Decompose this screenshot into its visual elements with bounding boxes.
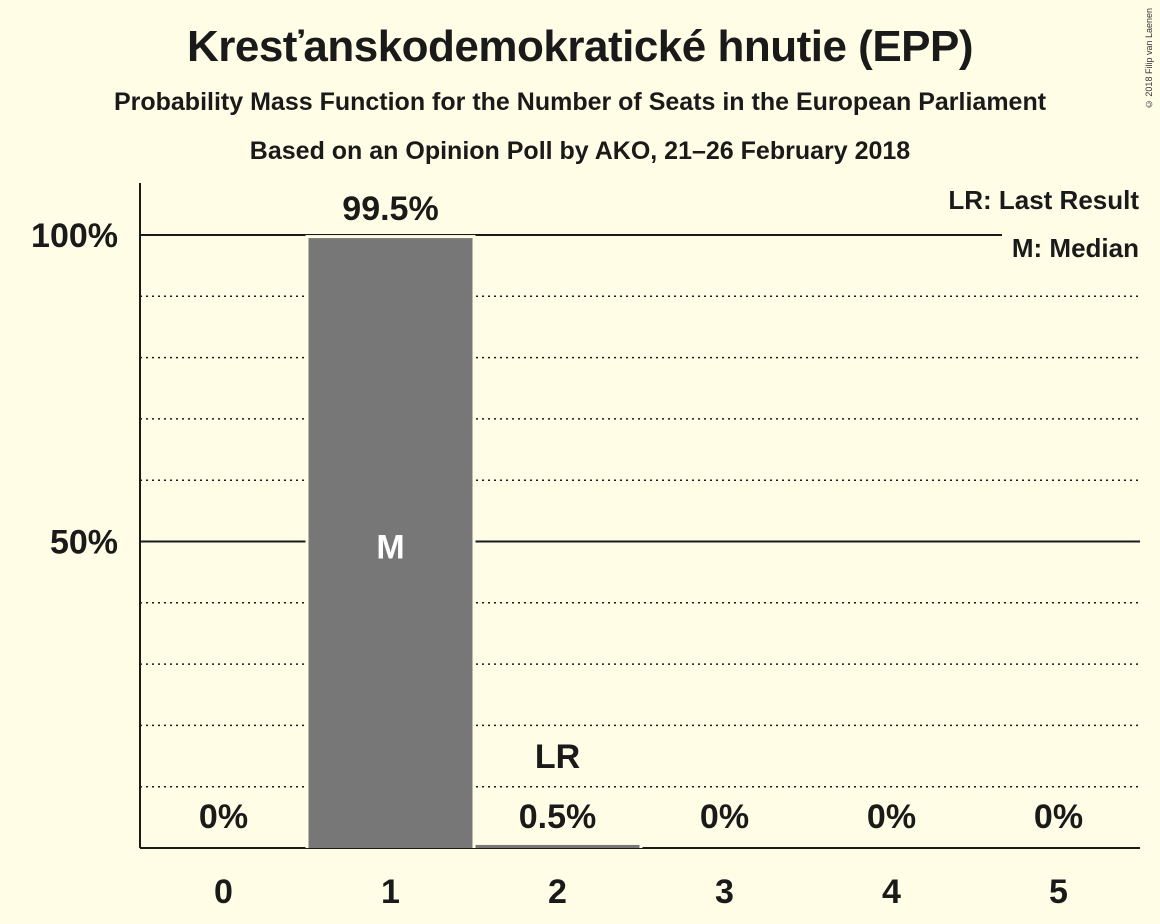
legend: LR: Last Result M: Median — [948, 185, 1142, 267]
grid-layer — [139, 183, 1140, 849]
legend-bg — [1002, 233, 1142, 267]
bar-cat-1 — [308, 238, 473, 848]
label-layer: 50% 100% 0% 0 99.5% 1 M 0.5% 2 LR 0% 3 0% 4 0% 5 — [31, 190, 1083, 911]
bar-layer — [305, 235, 643, 848]
last-result-marker: LR — [535, 738, 580, 776]
legend-entry: M: Median — [1012, 233, 1139, 263]
bar-cat-2 — [475, 844, 640, 848]
value-label: 99.5% — [342, 190, 438, 228]
value-label: 0% — [199, 798, 248, 836]
legend-entry: LR: Last Result — [948, 185, 1139, 215]
value-label: 0% — [867, 798, 916, 836]
y-tick-label: 100% — [31, 217, 118, 255]
x-tick-label: 1 — [381, 873, 400, 911]
chart-subtitle-poll: Based on an Opinion Poll by AKO, 21–26 F… — [249, 137, 911, 165]
x-tick-label: 2 — [548, 873, 567, 911]
value-label: 0% — [700, 798, 749, 836]
value-label: 0% — [1034, 798, 1083, 836]
chart-subtitle: Probability Mass Function for the Number… — [113, 88, 1047, 116]
median-marker: M — [376, 529, 404, 567]
x-tick-label: 4 — [882, 873, 901, 911]
x-tick-label: 3 — [715, 873, 734, 911]
value-label: 0.5% — [519, 798, 597, 836]
x-tick-label: 5 — [1049, 873, 1068, 911]
x-tick-label: 0 — [214, 873, 233, 911]
y-tick-label: 50% — [50, 524, 118, 562]
legend-bg — [952, 185, 1142, 219]
chart-title: Kresťanskodemokratické hnutie (EPP) — [186, 22, 974, 71]
